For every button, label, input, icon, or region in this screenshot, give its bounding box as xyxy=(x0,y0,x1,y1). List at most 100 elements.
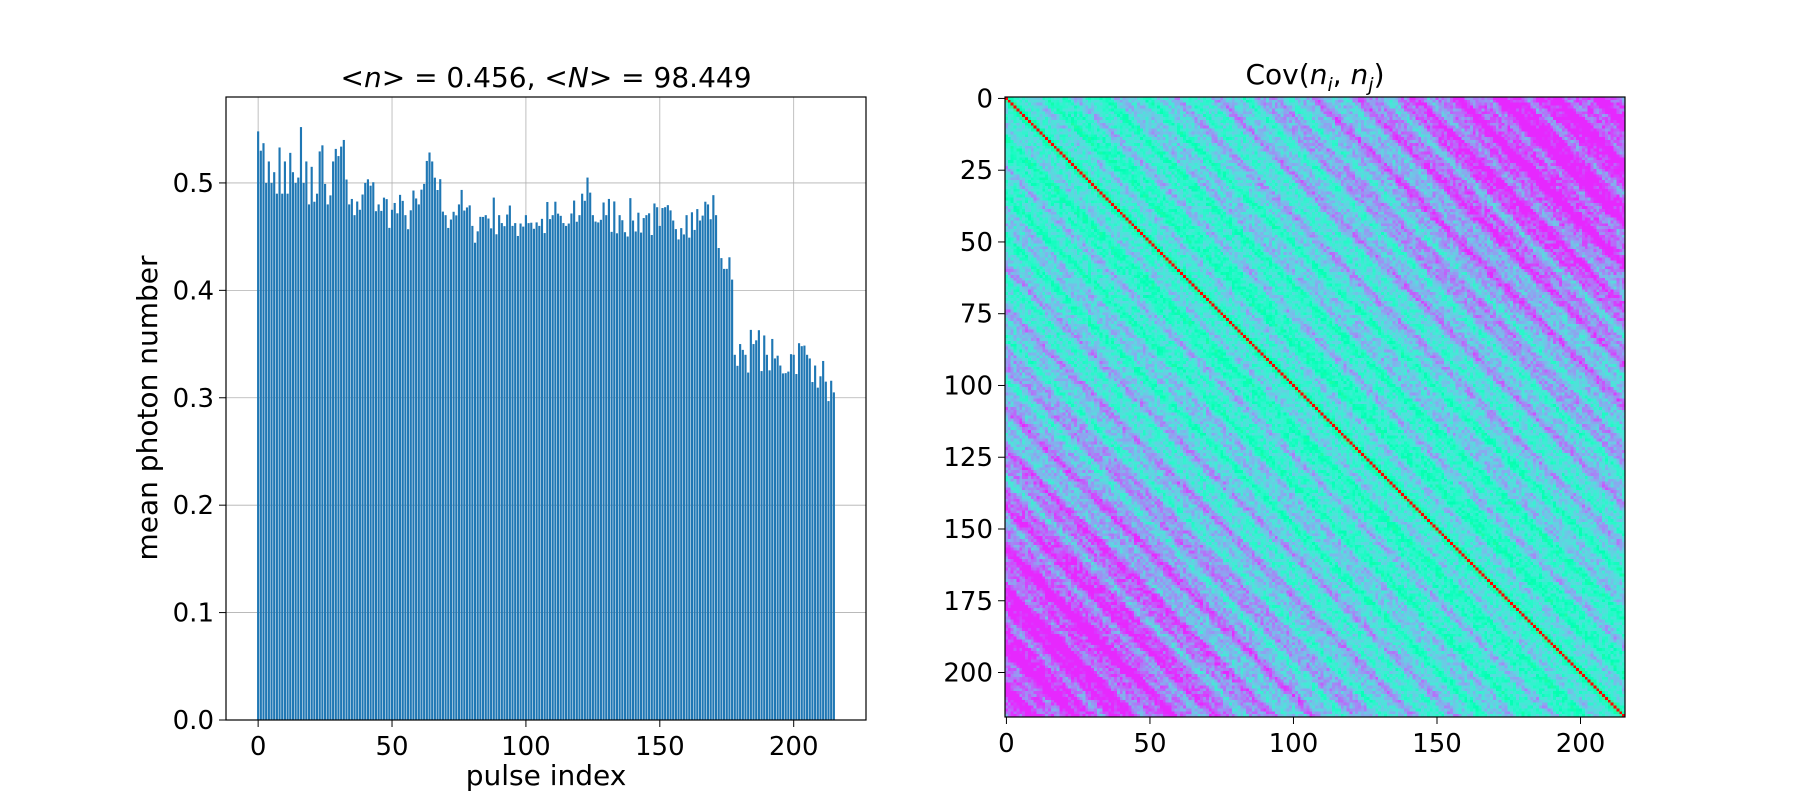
bar xyxy=(377,204,380,720)
bar xyxy=(562,223,565,721)
bar xyxy=(482,216,485,721)
bar xyxy=(382,197,386,720)
heatmap-frame xyxy=(1004,96,1626,718)
bar xyxy=(407,229,410,720)
bar xyxy=(615,233,619,720)
bar xyxy=(773,358,777,720)
bar xyxy=(519,223,522,720)
bar xyxy=(374,211,378,720)
bar xyxy=(340,146,343,720)
bar xyxy=(393,202,396,720)
bar xyxy=(639,232,643,720)
bar xyxy=(776,355,779,720)
bar xyxy=(460,189,463,721)
bar xyxy=(797,343,801,720)
heatmap-y-ticks: 0 25 50 75 100 125 150 175 200 xyxy=(943,84,1005,689)
bar xyxy=(653,203,656,720)
bar xyxy=(425,160,428,721)
bar xyxy=(706,204,710,720)
x-tick-label: 100 xyxy=(501,732,551,762)
bar xyxy=(685,215,688,721)
bar xyxy=(814,365,817,720)
bar xyxy=(431,161,434,721)
bar xyxy=(487,218,490,721)
bar xyxy=(484,215,487,721)
bar xyxy=(315,193,319,720)
bar xyxy=(297,177,300,720)
bar xyxy=(824,381,827,720)
bar xyxy=(490,228,493,721)
bar xyxy=(479,216,482,720)
bar xyxy=(591,215,594,721)
bar xyxy=(337,156,340,721)
bar xyxy=(672,220,675,720)
bar xyxy=(669,210,672,721)
bar xyxy=(731,279,734,720)
bar xyxy=(723,268,726,720)
bar xyxy=(433,177,436,720)
bar xyxy=(305,161,308,721)
y-tick-label: 0.4 xyxy=(173,276,214,306)
bar xyxy=(637,212,640,720)
bar xyxy=(307,204,311,720)
bar xyxy=(800,346,803,720)
bar xyxy=(390,209,394,720)
heatmap-y-tick-label: 50 xyxy=(960,228,993,258)
bar xyxy=(270,182,273,720)
bar xyxy=(597,222,600,720)
bar xyxy=(476,231,479,720)
bar xyxy=(642,218,645,720)
bar xyxy=(739,344,742,720)
bar xyxy=(500,223,503,721)
bar xyxy=(498,215,501,721)
bar xyxy=(436,190,439,720)
bar xyxy=(439,179,442,721)
bar xyxy=(661,208,664,720)
heatmap-y-tick-label: 100 xyxy=(943,371,993,401)
bar xyxy=(626,236,629,720)
bar xyxy=(455,215,458,721)
bar xyxy=(527,223,530,720)
heatmap-y-tick-label: 125 xyxy=(943,443,993,473)
bar-series xyxy=(257,127,835,721)
bar xyxy=(749,329,752,720)
bar xyxy=(503,226,506,720)
heatmap-y-tick-label: 175 xyxy=(943,587,993,617)
bar xyxy=(310,166,313,720)
bar xyxy=(789,354,793,720)
heatmap-y-tick-label: 25 xyxy=(960,156,993,186)
bar xyxy=(567,223,570,720)
bar xyxy=(808,358,811,720)
bar xyxy=(342,139,345,720)
heatmap-y-tick-label: 200 xyxy=(943,659,993,689)
heatmap-x-tick-label: 50 xyxy=(1133,729,1166,759)
y-tick-label: 0.1 xyxy=(173,599,214,629)
bar xyxy=(690,212,694,720)
heatmap-panel: 0 50 100 150 200 0 25 50 75 100 125 150 175 200 Cov(… xyxy=(943,58,1626,759)
bar xyxy=(318,151,321,720)
bar xyxy=(546,201,549,721)
bar xyxy=(704,201,707,720)
bar xyxy=(396,213,399,720)
bar xyxy=(682,234,685,720)
bar xyxy=(763,335,766,720)
bar-chart-panel: 0 50 100 150 200 0.0 0.1 0.2 0.3 0.4 0.5 <n> = 0.… xyxy=(131,61,867,792)
bar xyxy=(688,237,691,720)
bar xyxy=(535,222,538,720)
bar xyxy=(463,210,466,720)
bar xyxy=(516,235,519,721)
bar xyxy=(428,152,431,721)
bar xyxy=(648,213,651,720)
bar xyxy=(409,210,412,721)
bar xyxy=(345,179,348,721)
bar xyxy=(366,179,369,721)
bar xyxy=(522,226,525,720)
bar xyxy=(299,127,303,720)
bar xyxy=(329,195,332,720)
bar xyxy=(423,183,426,721)
bar xyxy=(827,401,830,720)
bar xyxy=(495,234,498,721)
y-tick-label: 0.0 xyxy=(173,706,214,736)
bar xyxy=(551,215,554,721)
bar xyxy=(583,200,586,721)
